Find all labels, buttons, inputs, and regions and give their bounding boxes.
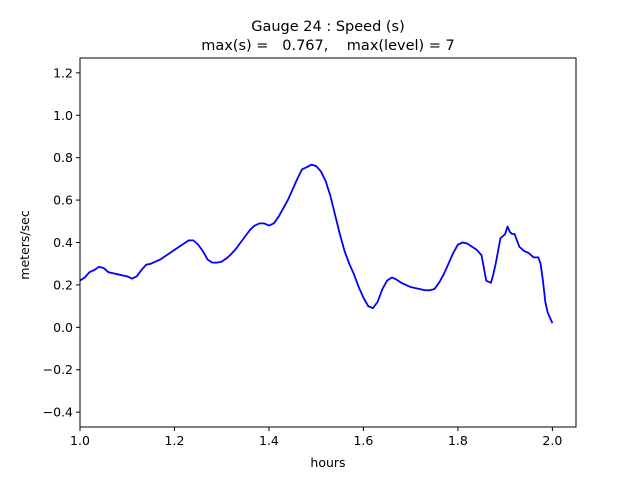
y-tick-label: 0.0 (53, 320, 73, 335)
y-tick-label: 0.6 (53, 193, 73, 208)
y-axis-label: meters/sec (17, 210, 32, 280)
x-tick-label: 1.2 (165, 433, 185, 448)
y-tick-label: −0.4 (43, 405, 73, 420)
x-axis-ticks: 1.0 1.2 1.4 1.6 1.8 2.0 (70, 427, 562, 448)
x-tick-label: 1.4 (259, 433, 279, 448)
series-line-0 (79, 163, 554, 324)
chart-title-group: Gauge 24 : Speed (s) max(s) = 0.767, max… (201, 19, 455, 54)
plot-content (79, 163, 554, 324)
y-tick-label: 0.4 (53, 235, 73, 250)
x-tick-label: 2.0 (542, 433, 562, 448)
y-tick-label: 1.2 (53, 65, 73, 80)
axes-frame (79, 57, 577, 428)
chart-subtitle: max(s) = 0.767, max(level) = 7 (201, 38, 455, 54)
y-tick-label: 0.8 (53, 150, 73, 165)
chart-title: Gauge 24 : Speed (s) (251, 19, 405, 35)
x-axis-label: hours (310, 455, 345, 470)
x-tick-label: 1.0 (70, 433, 90, 448)
y-tick-label: 1.0 (53, 108, 73, 123)
x-tick-label: 1.6 (353, 433, 373, 448)
y-axis-ticks: −0.4 −0.2 0.0 0.2 0.4 0.6 0.8 1.0 1.2 (43, 65, 80, 420)
y-tick-label: 0.2 (53, 277, 73, 292)
y-tick-label: −0.2 (43, 362, 73, 377)
x-tick-label: 1.8 (448, 433, 468, 448)
